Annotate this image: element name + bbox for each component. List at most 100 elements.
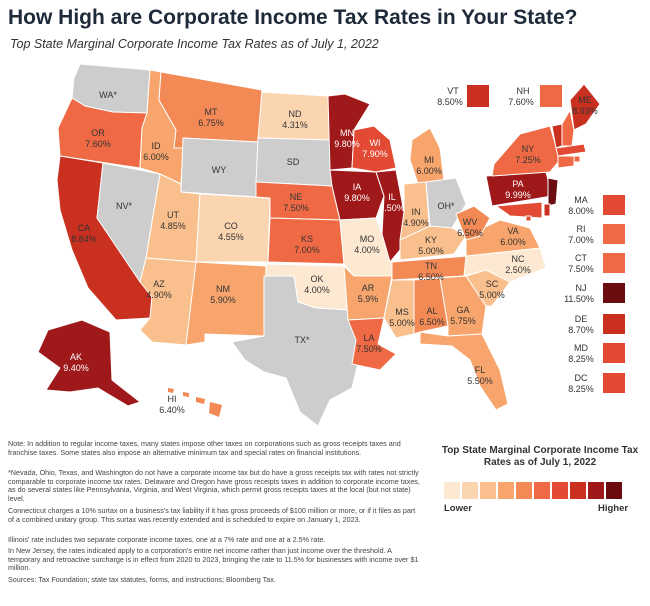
state-IL[interactable] [375,169,405,263]
state-VA[interactable] [465,219,541,257]
label-ND-rate: 4.31% [282,120,308,130]
box-label-DC-rate: 8.25% [568,384,594,394]
legend-low-label: Lower [444,503,472,514]
label-NE-abbr: NE [290,192,303,202]
state-AL[interactable] [413,277,449,335]
label-NE-rate: 7.50% [283,203,309,213]
legend-color-scale [444,482,622,499]
box-NJ[interactable] [603,283,625,303]
label-VA-rate: 6.00% [500,237,526,247]
legend-swatch-6 [534,482,550,499]
label-WY-abbr: WY [212,165,227,175]
state-RI[interactable] [573,155,581,163]
box-CT[interactable] [603,253,625,273]
label-WI-abbr: WI [370,138,381,148]
state-WV[interactable] [455,205,491,241]
label-OH-abbr: OH* [437,201,455,211]
map-title: How High are Corporate Income Tax Rates … [8,6,578,29]
label-OK-abbr: OK [310,274,323,284]
state-FL[interactable] [419,331,509,411]
state-DC[interactable] [525,215,532,222]
label-VA-abbr: VA [507,226,518,236]
label-PA-abbr: PA [512,179,523,189]
state-NJ[interactable] [547,177,559,207]
label-AZ-abbr: AZ [153,279,165,289]
state-TX[interactable] [231,275,363,427]
label-AK-abbr: AK [70,352,82,362]
label-OR-rate: 7.60% [85,139,111,149]
label-UT-abbr: UT [167,210,179,220]
box-label-NH-abbr: NH [517,86,530,96]
label-KY-abbr: KY [425,235,437,245]
state-CT[interactable] [557,155,575,169]
state-WI[interactable] [351,125,397,173]
note-sources: Sources: Tax Foundation; state tax statu… [8,575,276,584]
map-subtitle: Top State Marginal Corporate Income Tax … [10,37,379,51]
label-MO-rate: 4.00% [354,245,380,255]
note-new-jersey: In New Jersey, the rates indicated apply… [8,546,419,573]
label-OK-rate: 4.00% [304,285,330,295]
state-MS[interactable] [383,279,415,339]
label-MS-abbr: MS [395,307,409,317]
label-NC-rate: 2.50% [505,265,531,275]
label-WA-abbr: WA* [99,90,117,100]
label-MS-rate: 5.00% [389,318,415,328]
note-general: Note: In addition to regular income taxe… [8,439,401,457]
legend-swatch-2 [462,482,478,499]
box-NH[interactable] [540,85,562,107]
box-label-NJ-rate: 11.50% [564,294,594,304]
label-IN-rate: 4.90% [403,218,429,228]
box-label-NH-rate: 7.60% [508,97,534,107]
state-PA[interactable] [485,171,553,207]
legend-high-label: Higher [598,503,629,514]
box-RI[interactable] [603,224,625,244]
state-NH[interactable] [561,109,575,147]
label-SC-abbr: SC [486,279,499,289]
box-label-DC-abbr: DC [575,373,588,383]
label-AR-abbr: AR [362,283,375,293]
box-label-RI-rate: 7.00% [568,235,594,245]
state-LA[interactable] [347,317,397,371]
state-DE[interactable] [543,203,551,217]
label-WV-rate: 6.50% [457,228,483,238]
label-NC-abbr: NC [512,254,525,264]
box-label-VT-rate: 8.50% [437,97,463,107]
label-FL-abbr: FL [475,365,486,375]
box-label-MD-abbr: MD [574,343,588,353]
label-MT-abbr: MT [205,107,218,117]
label-SC-rate: 5.00% [479,290,505,300]
box-label-MA-rate: 8.00% [568,206,594,216]
label-MO-abbr: MO [360,234,375,244]
note-gross-receipts: *Nevada, Ohio, Texas, and Washington do … [8,468,420,503]
label-PA-rate: 9.99% [505,190,531,200]
label-MN-abbr: MN [340,128,354,138]
state-MA[interactable] [555,143,587,157]
label-KY-rate: 5.00% [418,246,444,256]
box-label-DE-abbr: DE [575,314,588,324]
label-NM-rate: 5.90% [210,295,236,305]
label-ID-rate: 6.00% [143,152,169,162]
label-ME-abbr: ME [578,95,592,105]
label-AK-rate: 9.40% [63,363,89,373]
box-VT[interactable] [467,85,489,107]
box-MA[interactable] [603,195,625,215]
box-DE[interactable] [603,314,625,334]
label-ID-abbr: ID [152,141,162,151]
label-NV-abbr: NV* [116,201,133,211]
state-HI[interactable] [168,388,222,417]
note-illinois: Illinois' rate includes two separate cor… [8,535,326,544]
label-CA-rate: 8.84% [71,234,97,244]
box-MD[interactable] [603,343,625,363]
legend-swatch-7 [552,482,568,499]
state-AK[interactable] [37,319,141,407]
label-KS-abbr: KS [301,234,313,244]
legend-swatch-4 [498,482,514,499]
state-MD[interactable] [495,201,543,219]
label-MI-abbr: MI [424,155,434,165]
legend-swatch-8 [570,482,586,499]
label-MI-rate: 6.00% [416,166,442,176]
box-DC[interactable] [603,373,625,393]
label-AL-abbr: AL [426,306,437,316]
label-IL-abbr: IL [388,192,396,202]
label-IA-abbr: IA [353,182,362,192]
